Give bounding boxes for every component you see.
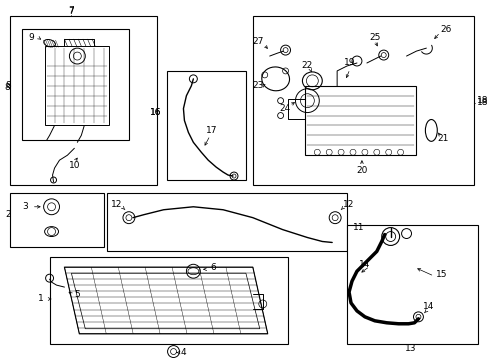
Text: 19: 19 xyxy=(344,58,355,67)
Bar xyxy=(107,193,346,251)
Text: 21: 21 xyxy=(437,134,448,143)
Bar xyxy=(166,71,245,180)
Text: 12: 12 xyxy=(343,200,354,209)
Text: 9: 9 xyxy=(29,33,35,42)
Text: 18: 18 xyxy=(476,96,488,105)
Bar xyxy=(346,225,477,343)
Bar xyxy=(10,17,156,185)
Text: 8: 8 xyxy=(4,83,10,92)
Text: 2: 2 xyxy=(5,210,11,219)
Text: 3: 3 xyxy=(22,202,28,211)
Text: 26: 26 xyxy=(440,25,451,34)
Text: 8: 8 xyxy=(5,81,11,90)
Text: 24: 24 xyxy=(278,104,289,113)
Bar xyxy=(252,17,473,185)
Text: 17: 17 xyxy=(206,126,218,135)
Text: 13: 13 xyxy=(404,344,415,353)
Text: 11: 11 xyxy=(352,223,364,232)
Text: 20: 20 xyxy=(356,166,367,175)
Text: 4: 4 xyxy=(180,348,186,357)
Bar xyxy=(49,257,287,343)
Text: 7: 7 xyxy=(68,7,74,16)
Text: 18: 18 xyxy=(476,98,488,107)
Text: 10: 10 xyxy=(68,161,80,170)
Text: 14: 14 xyxy=(359,260,370,269)
Text: 1: 1 xyxy=(38,294,43,303)
Text: 6: 6 xyxy=(210,263,216,272)
Text: 25: 25 xyxy=(368,33,380,42)
Text: 5: 5 xyxy=(74,289,80,298)
Text: 7: 7 xyxy=(68,6,74,15)
Text: 16: 16 xyxy=(150,108,162,117)
Text: 23: 23 xyxy=(252,81,263,90)
Text: 14: 14 xyxy=(422,302,433,311)
Text: 12: 12 xyxy=(111,200,122,209)
Text: 27: 27 xyxy=(252,37,263,46)
Text: 15: 15 xyxy=(435,270,446,279)
Text: 22: 22 xyxy=(301,62,312,71)
Text: 16: 16 xyxy=(150,108,162,117)
Bar xyxy=(22,29,129,140)
Bar xyxy=(10,193,104,247)
